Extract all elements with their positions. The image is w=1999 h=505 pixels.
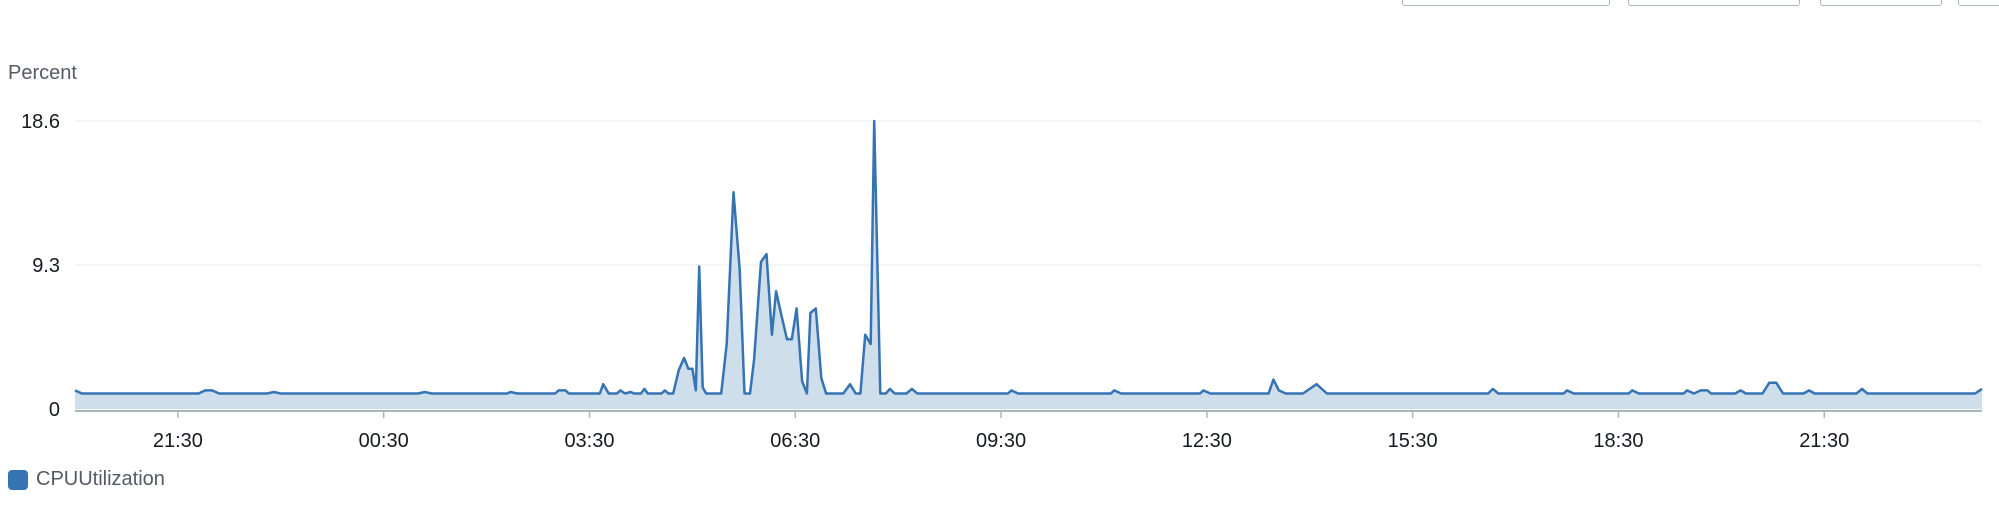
x-tick-label: 15:30 bbox=[1388, 430, 1438, 452]
time-range-select[interactable] bbox=[1402, 0, 1610, 6]
x-tick-label: 12:30 bbox=[1182, 430, 1232, 452]
cpu-utilization-chart: 0 9.3 18.6 21:30 00:30 03:30 06:30 09:30 12:30 15… bbox=[21, 111, 1983, 452]
refresh-select[interactable] bbox=[1628, 0, 1800, 6]
x-tick-label: 21:30 bbox=[1799, 430, 1849, 452]
y-tick-label: 18.6 bbox=[21, 111, 60, 133]
chart-legend[interactable]: CPUUtilization bbox=[8, 468, 165, 491]
series-line-cpuutilization bbox=[74, 119, 1983, 395]
x-tick-label: 18:30 bbox=[1593, 430, 1643, 452]
x-tick-label: 09:30 bbox=[976, 430, 1026, 452]
y-tick-label: 9.3 bbox=[32, 255, 60, 277]
y-tick-label: 0 bbox=[49, 399, 60, 421]
x-tick-label: 21:30 bbox=[153, 430, 203, 452]
x-tick-label: 03:30 bbox=[564, 430, 614, 452]
x-tick-label: 06:30 bbox=[770, 430, 820, 452]
top-toolbar-partial bbox=[0, 0, 1999, 8]
legend-label-cpuutilization: CPUUtilization bbox=[36, 468, 165, 490]
y-axis-label: Percent bbox=[8, 62, 77, 84]
more-button[interactable] bbox=[1958, 0, 1999, 6]
x-tick-label: 00:30 bbox=[359, 430, 409, 452]
actions-button-group[interactable] bbox=[1820, 0, 1942, 6]
legend-swatch-icon bbox=[8, 469, 28, 490]
